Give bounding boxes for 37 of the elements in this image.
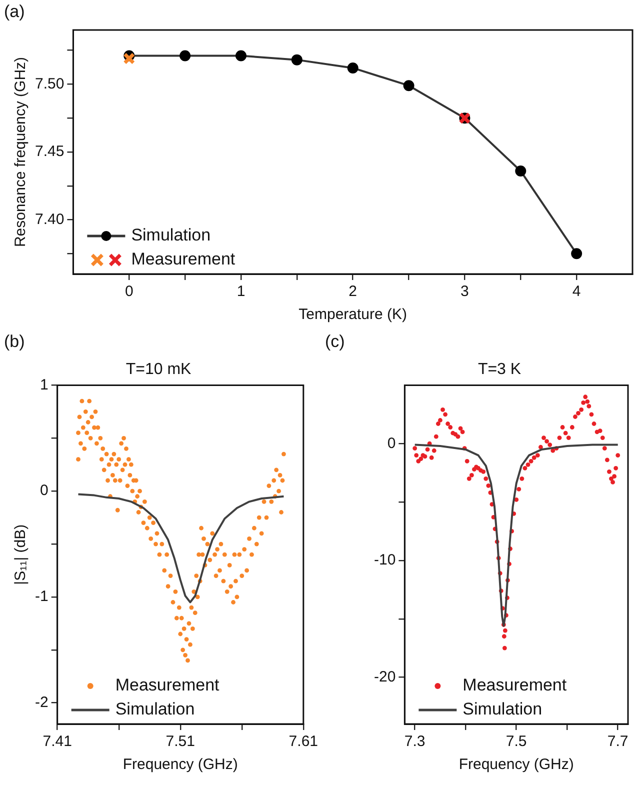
- y-tick-label: -10: [374, 552, 396, 569]
- x-tick-label: 4: [572, 283, 581, 300]
- y-tick-label: 1: [40, 376, 48, 394]
- text: (b): [4, 332, 25, 352]
- text: (a): [4, 2, 25, 22]
- x-tick-label: 0: [124, 283, 134, 300]
- y-tick-label: 0: [387, 434, 396, 452]
- x-tick-label: 7.41: [42, 733, 72, 750]
- x-axis-title: Temperature (K): [298, 306, 408, 324]
- text: (c): [325, 332, 345, 352]
- x-tick-label: 1: [236, 283, 246, 300]
- legend-label: Measurement: [462, 676, 567, 695]
- legend-label: Measurement: [131, 250, 236, 269]
- legend-label: Simulation: [131, 226, 211, 245]
- legend-label: Measurement: [115, 676, 220, 695]
- y-tick-label: 7.40: [34, 210, 64, 228]
- chart-title: T=3 K: [478, 361, 522, 378]
- chart-title: T=10 mK: [126, 361, 192, 378]
- y-axis-title: Resonance frequency (GHz): [12, 56, 30, 248]
- x-tick-label: 3: [460, 283, 469, 300]
- legend-label: Simulation: [462, 700, 542, 719]
- x-tick-label: 7.5: [506, 733, 527, 750]
- y-tick-label: 7.50: [34, 75, 64, 92]
- x-tick-label: 7.61: [288, 733, 318, 750]
- y-tick-label: -2: [34, 694, 48, 711]
- x-tick-label: 2: [348, 283, 358, 300]
- x-tick-label: 7.51: [166, 733, 195, 750]
- x-tick-label: 7.7: [607, 733, 628, 750]
- y-tick-label: -1: [34, 588, 48, 606]
- x-axis-title: Frequency (GHz): [122, 756, 238, 774]
- y-tick-label: 7.45: [34, 143, 64, 160]
- y-axis-title: |S₁₁| (dB): [12, 524, 30, 585]
- x-axis-title: Frequency (GHz): [458, 756, 574, 774]
- y-tick-label: 0: [40, 482, 48, 500]
- x-tick-label: 7.3: [404, 733, 426, 750]
- legend-label: Simulation: [115, 700, 195, 719]
- y-tick-label: -20: [374, 668, 396, 686]
